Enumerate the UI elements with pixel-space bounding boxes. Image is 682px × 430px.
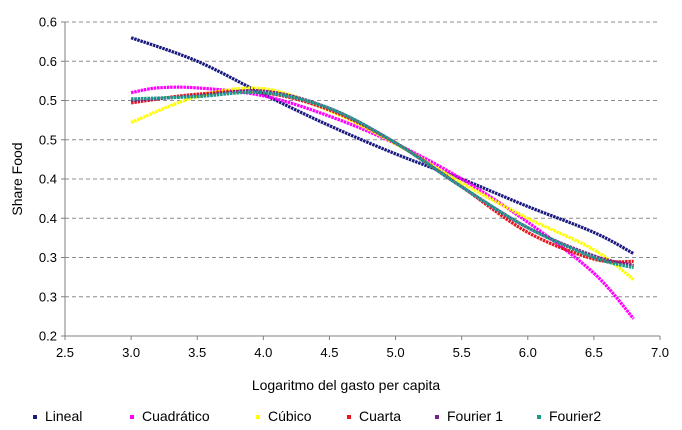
x-tick-label: 2.5 [56,345,74,360]
x-tick-label: 5.5 [453,345,471,360]
series-line-5 [130,89,634,267]
series-line-1 [130,36,635,256]
y-tick-labels: 0.2 0.3 0.3 0.4 0.4 0.5 0.5 0.6 0.6 [39,15,57,344]
series-line-4 [130,89,634,264]
y-tick-label: 0.3 [39,250,57,265]
y-tick-label: 0.3 [39,289,57,304]
x-tick-label: 7.0 [651,345,669,360]
y-axis-title: Share Food [9,142,25,215]
x-tick-label: 6.5 [585,345,603,360]
series-lines [130,36,635,320]
legend-label: Cúbico [268,408,312,424]
y-tick-label: 0.6 [39,54,57,69]
y-tick-label: 0.5 [39,93,57,108]
legend-label: Cuadrático [142,408,210,424]
y-tick-label: 0.2 [39,329,57,344]
x-tick-labels: 2.5 3.0 3.5 4.0 4.5 5.0 5.5 6.0 6.5 7.0 [56,345,669,360]
series-line-3 [130,86,635,281]
legend-marker [256,415,260,419]
axes [61,21,661,340]
series-line-2 [130,85,635,320]
legend-label: Fourier2 [549,408,601,424]
legend-marker [435,415,439,419]
y-tick-label: 0.5 [39,132,57,147]
legend: Lineal Cuadrático Cúbico Cuarta Fourier 1 Fou… [33,408,601,424]
y-tick-label: 0.6 [39,15,57,30]
legend-label: Cuarta [359,408,401,424]
x-axis-title: Logaritmo del gasto per capita [252,377,441,393]
x-tick-label: 6.0 [519,345,537,360]
legend-label: Fourier 1 [447,408,503,424]
y-tick-label: 0.4 [39,172,57,187]
x-tick-label: 5.0 [387,345,405,360]
x-tick-label: 4.0 [254,345,272,360]
series-line-6 [131,90,634,270]
legend-marker [347,415,351,419]
x-tick-label: 4.5 [320,345,338,360]
legend-marker [537,415,541,419]
legend-marker [33,415,37,419]
x-tick-label: 3.5 [188,345,206,360]
y-tick-label: 0.4 [39,211,57,226]
x-tick-label: 3.0 [122,345,140,360]
legend-marker [130,415,134,419]
legend-label: Lineal [45,408,82,424]
